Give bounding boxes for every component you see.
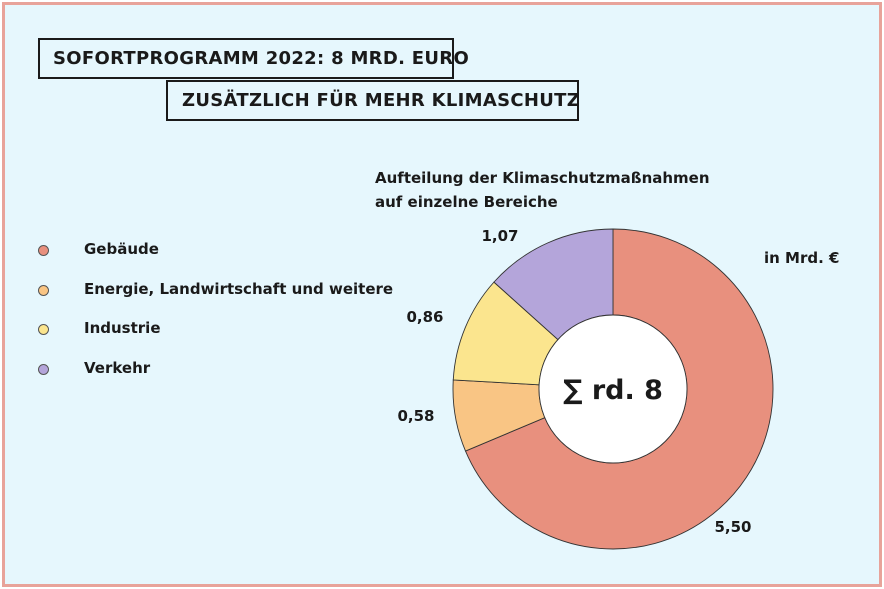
chart-title: Aufteilung der Klimaschutzmaßnahmen xyxy=(375,169,710,187)
chart-title-block: Aufteilung der Klimaschutzmaßnahmen auf … xyxy=(375,166,710,214)
header-title-line-2: ZUSÄTZLICH FÜR MEHR KLIMASCHUTZ xyxy=(166,80,580,121)
value-label-industrie: 0,86 xyxy=(406,308,443,326)
header-title-line-1: SOFORTPROGRAMM 2022: 8 MRD. EURO xyxy=(38,38,469,79)
legend-label: Verkehr xyxy=(84,358,151,377)
legend-swatch xyxy=(38,324,49,335)
legend-swatch xyxy=(38,245,49,256)
legend-swatch xyxy=(38,363,49,375)
legend-label: Energie, Landwirtschaft und weitere xyxy=(84,279,394,298)
center-total-label: ∑ rd. 8 xyxy=(563,375,663,406)
value-label-energie: 0,58 xyxy=(397,407,434,425)
unit-label: in Mrd. € xyxy=(764,249,840,267)
legend-label: Gebäude xyxy=(84,240,159,258)
donut-hole xyxy=(538,314,688,464)
value-label-verkehr: 1,07 xyxy=(481,227,518,245)
legend-label: Industrie xyxy=(84,319,161,337)
chart-subtitle: auf einzelne Bereiche xyxy=(375,193,558,211)
legend-swatch xyxy=(38,284,49,296)
value-label-gebaeude: 5,50 xyxy=(714,518,751,536)
